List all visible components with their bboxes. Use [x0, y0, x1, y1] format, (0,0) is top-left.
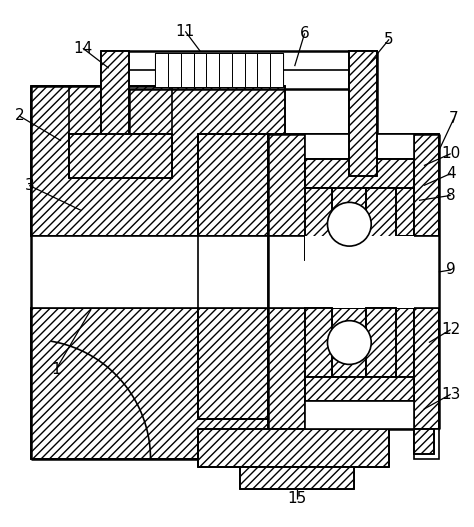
Bar: [270, 53, 283, 87]
Text: 13: 13: [441, 387, 460, 402]
Bar: [155, 53, 283, 87]
Bar: [101, 51, 128, 141]
Bar: [268, 308, 414, 429]
Bar: [198, 134, 268, 236]
Bar: [31, 308, 285, 459]
Bar: [31, 86, 285, 236]
Bar: [198, 134, 268, 236]
Bar: [349, 51, 377, 175]
Bar: [305, 308, 332, 377]
Bar: [305, 377, 414, 401]
Bar: [414, 236, 439, 308]
Bar: [414, 429, 434, 454]
Bar: [268, 236, 414, 308]
Bar: [305, 377, 414, 401]
Bar: [366, 189, 396, 260]
Circle shape: [328, 320, 371, 364]
Bar: [31, 308, 285, 459]
Bar: [414, 429, 434, 454]
Bar: [414, 134, 439, 236]
Text: 10: 10: [441, 146, 460, 161]
Bar: [101, 51, 128, 141]
Bar: [305, 159, 414, 189]
Bar: [305, 159, 414, 189]
Bar: [198, 308, 268, 419]
Bar: [198, 429, 389, 467]
Bar: [206, 53, 219, 87]
Bar: [155, 53, 168, 87]
Bar: [305, 308, 332, 377]
Text: 15: 15: [287, 491, 306, 506]
Bar: [366, 308, 396, 377]
Bar: [198, 308, 268, 419]
Bar: [414, 134, 439, 236]
Bar: [414, 308, 439, 429]
Bar: [305, 401, 414, 429]
Text: 1: 1: [51, 362, 61, 377]
Bar: [198, 429, 389, 467]
Text: 14: 14: [73, 41, 92, 56]
Bar: [305, 189, 332, 260]
Bar: [305, 134, 414, 159]
Circle shape: [328, 202, 371, 246]
Text: 6: 6: [300, 26, 310, 41]
Bar: [305, 236, 414, 308]
Bar: [349, 51, 377, 89]
Bar: [268, 308, 414, 429]
Text: 3: 3: [24, 178, 34, 193]
Bar: [245, 53, 257, 87]
Bar: [366, 308, 396, 377]
Bar: [414, 308, 439, 429]
Bar: [219, 53, 232, 87]
Bar: [268, 134, 414, 236]
Text: 12: 12: [441, 322, 460, 337]
Bar: [198, 236, 268, 308]
Bar: [69, 134, 173, 178]
Text: 9: 9: [446, 262, 456, 277]
Bar: [232, 53, 245, 87]
Bar: [349, 51, 377, 175]
Bar: [181, 53, 194, 87]
Bar: [168, 53, 181, 87]
Text: 8: 8: [446, 188, 456, 203]
Bar: [69, 134, 173, 178]
Bar: [31, 86, 285, 236]
Bar: [194, 53, 206, 87]
Text: 4: 4: [446, 166, 456, 181]
Text: 2: 2: [15, 109, 24, 123]
Bar: [305, 189, 332, 260]
Bar: [240, 467, 354, 489]
Bar: [240, 467, 354, 489]
Bar: [257, 53, 270, 87]
Bar: [414, 429, 439, 459]
Bar: [349, 51, 377, 89]
Text: 11: 11: [176, 24, 195, 39]
Text: 5: 5: [384, 32, 394, 47]
Text: 7: 7: [449, 111, 458, 126]
Bar: [268, 134, 414, 236]
Bar: [31, 236, 384, 308]
Bar: [366, 189, 396, 260]
